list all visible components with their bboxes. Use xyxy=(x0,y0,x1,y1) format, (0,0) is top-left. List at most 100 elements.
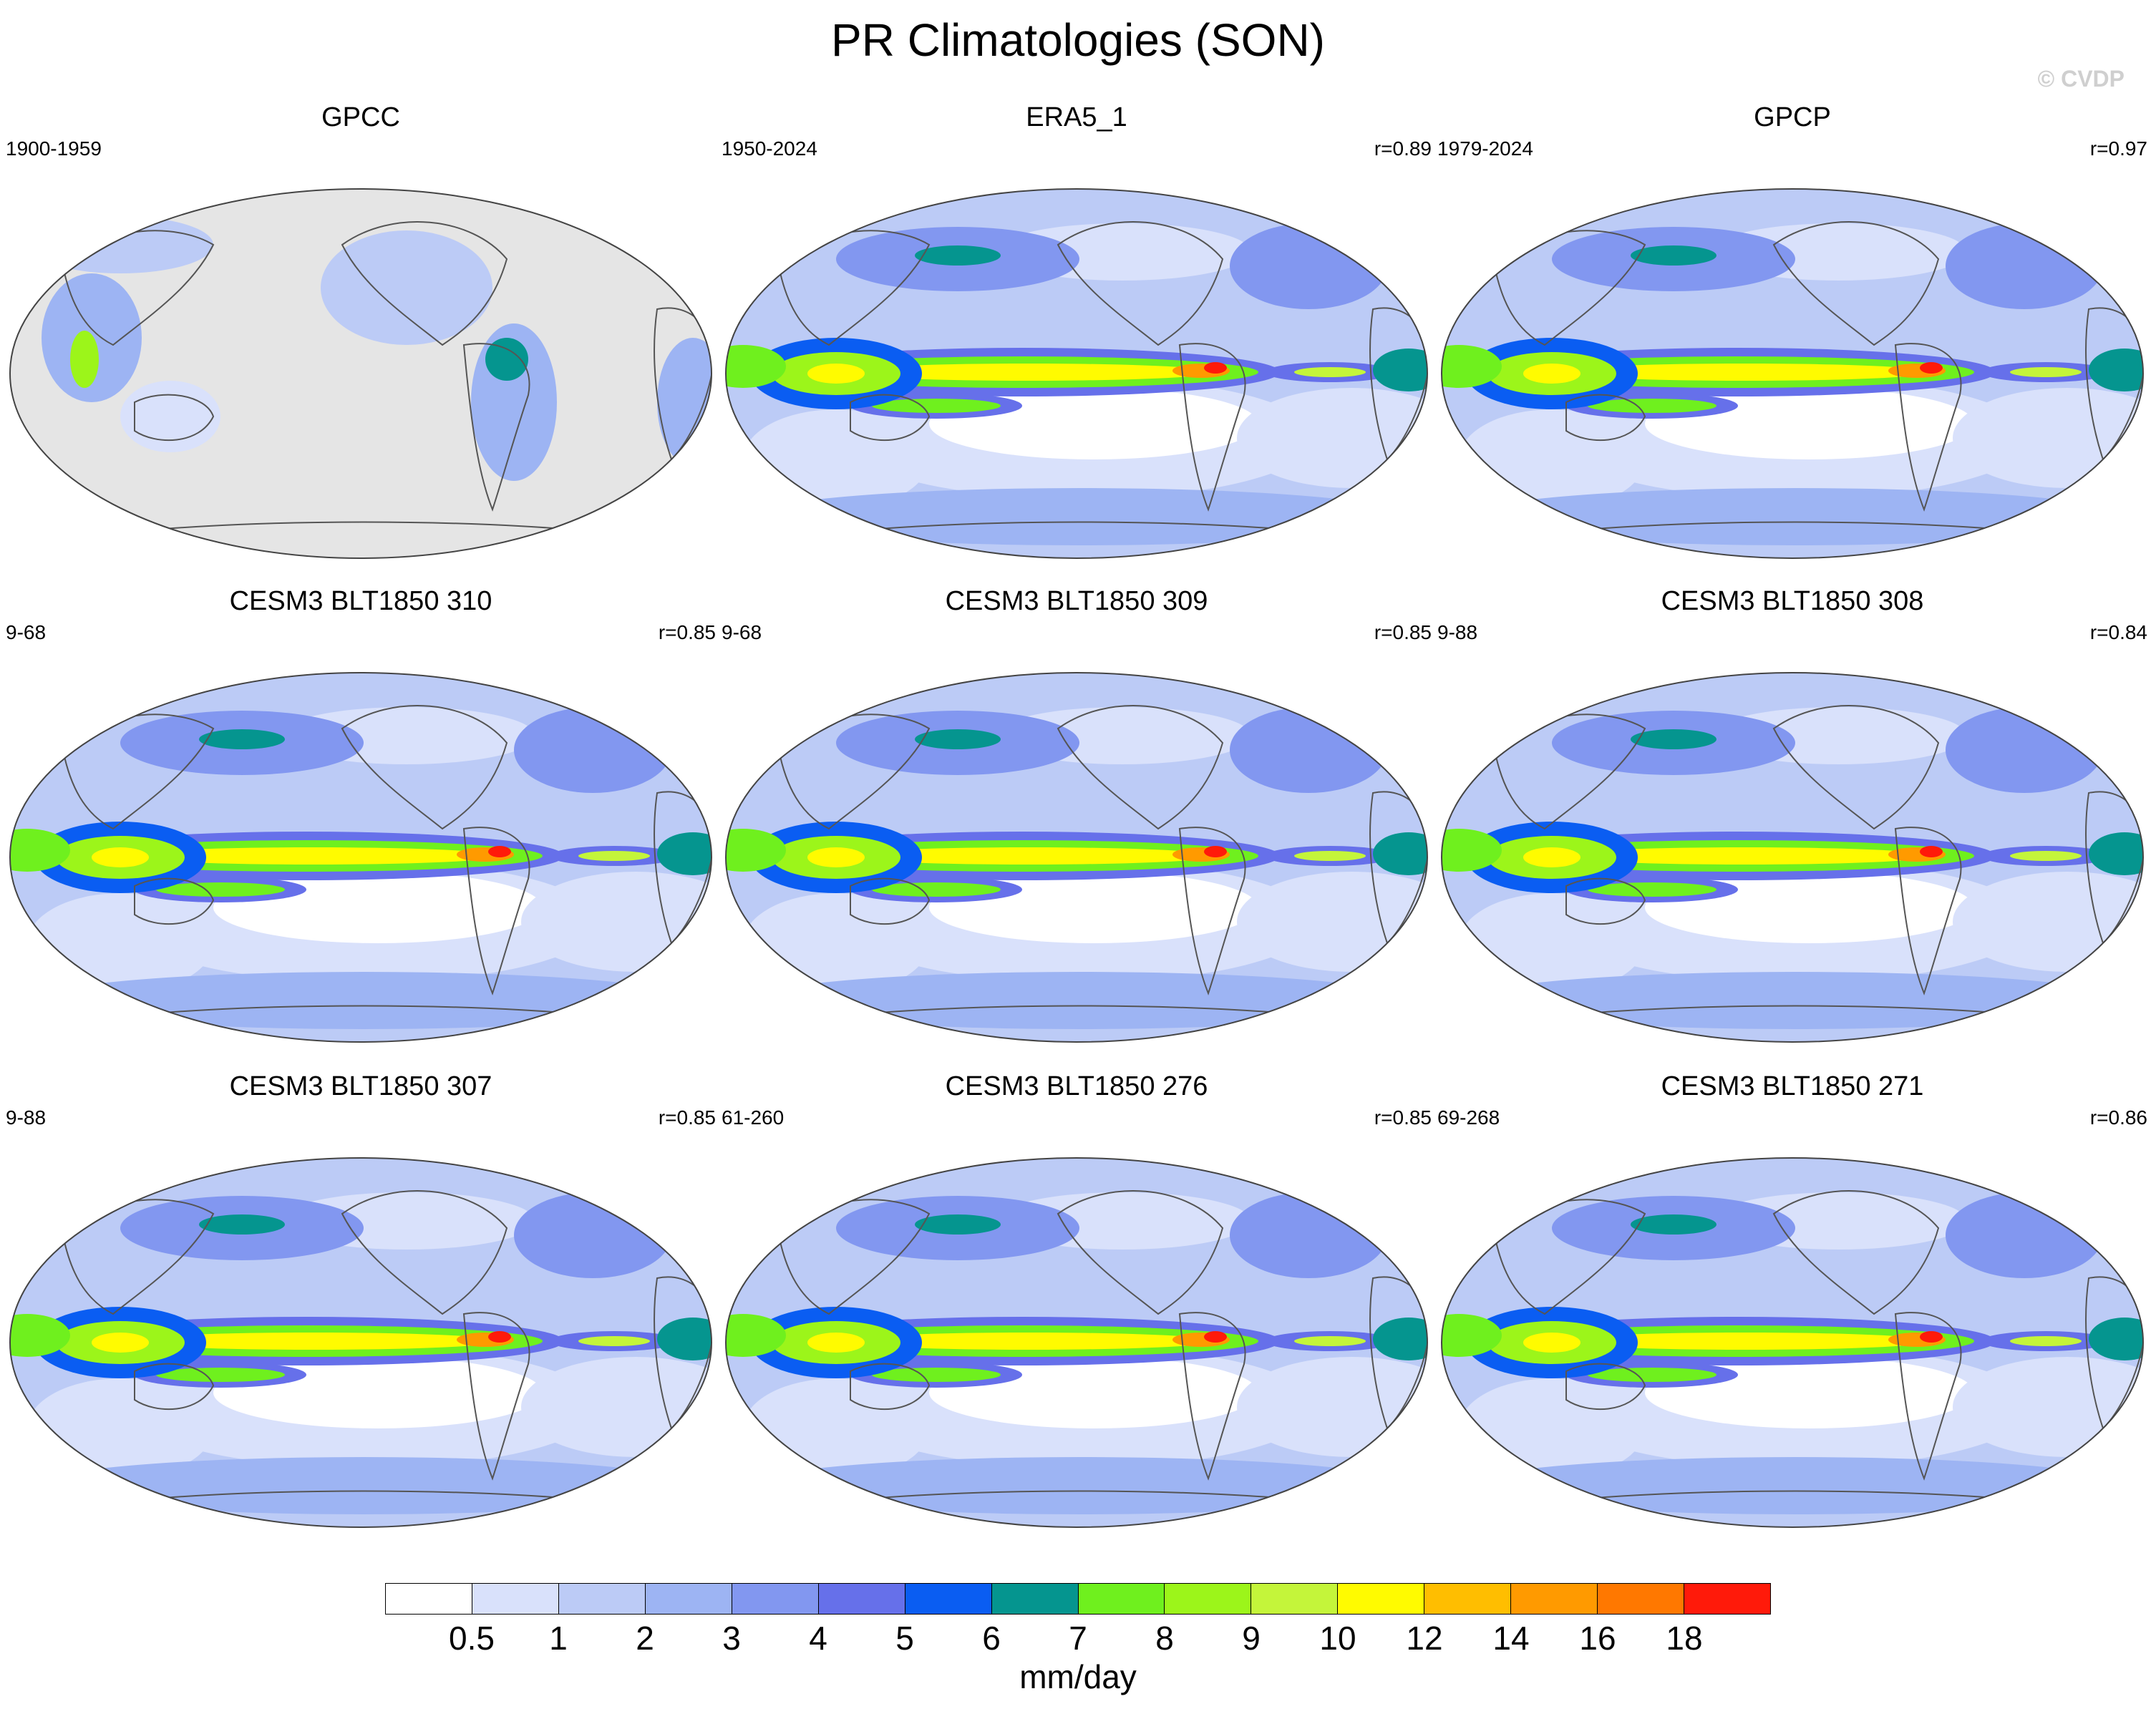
pattern-correlation: r=0.86 xyxy=(2089,1106,2147,1129)
panel-years: 1950-2024 xyxy=(722,137,817,160)
precip-region xyxy=(843,364,1215,381)
north-atlantic-storm-track xyxy=(514,1192,671,1278)
itcz-maximum xyxy=(1204,846,1227,857)
coastline xyxy=(1178,343,1246,512)
coastline xyxy=(341,221,508,346)
precip-map xyxy=(1441,672,2144,1043)
precip-map xyxy=(725,188,1428,559)
precip-region xyxy=(1588,399,1716,413)
map-border xyxy=(1441,188,2144,559)
precip-region xyxy=(70,331,99,388)
precip-region xyxy=(1588,882,1716,897)
north-atlantic-storm-track xyxy=(1946,223,2103,309)
north-atlantic-storm-track xyxy=(1230,1192,1387,1278)
southern-ocean-band xyxy=(750,1457,1409,1514)
precip-region xyxy=(156,1368,285,1382)
colorbar-tick-label: 14 xyxy=(1492,1620,1530,1657)
panel-title: CESM3 BLT1850 307 xyxy=(229,1071,492,1101)
coastline xyxy=(1565,877,1646,925)
precip-region xyxy=(915,245,1001,266)
precip-region xyxy=(1631,1214,1716,1235)
precip-region xyxy=(1442,345,1502,388)
precip-region xyxy=(10,1314,70,1357)
precip-region xyxy=(1442,1314,1502,1357)
pattern-correlation: r=0.85 xyxy=(1374,621,1432,643)
coastline xyxy=(1178,827,1246,995)
colorbar-swatch xyxy=(731,1584,818,1614)
colorbar-swatch xyxy=(471,1584,558,1614)
coastline xyxy=(462,1312,530,1481)
precip-region xyxy=(1294,367,1366,377)
precip-region xyxy=(807,364,865,384)
map-panel: GPCP 1979-2024 r=0.97 xyxy=(1437,102,2147,583)
colorbar-tick-label: 7 xyxy=(1069,1620,1087,1657)
precip-region xyxy=(807,847,865,867)
map-border xyxy=(9,672,712,1043)
precip-region xyxy=(199,729,285,749)
colorbar-swatch xyxy=(1684,1584,1770,1614)
colorbar-tick-label: 0.5 xyxy=(449,1620,495,1657)
coastline xyxy=(134,1363,215,1411)
precip-region xyxy=(1559,1333,1931,1350)
map-panel: CESM3 BLT1850 309 9-68 r=0.85 xyxy=(722,585,1432,1066)
colorbar-tick-label: 12 xyxy=(1406,1620,1443,1657)
colorbar-swatch xyxy=(1077,1584,1165,1614)
southern-ocean-band xyxy=(34,972,693,1029)
coastline xyxy=(134,877,215,925)
precip-region xyxy=(1294,851,1366,861)
southern-ocean-band xyxy=(1466,488,2125,545)
watermark: © CVDP xyxy=(2037,66,2125,92)
colorbar-tick-label: 4 xyxy=(809,1620,827,1657)
coastline xyxy=(341,1190,508,1315)
colorbar-units-label: mm/day xyxy=(1019,1658,1137,1695)
precip-map xyxy=(9,188,712,559)
precip-region xyxy=(726,1314,786,1357)
colorbar-tick-label: 8 xyxy=(1155,1620,1174,1657)
colorbar-tick-label: 3 xyxy=(722,1620,741,1657)
precip-region xyxy=(127,1333,500,1350)
precip-region xyxy=(915,1214,1001,1235)
precip-region xyxy=(1523,364,1580,384)
map-panel: CESM3 BLT1850 271 69-268 r=0.86 xyxy=(1437,1071,2147,1552)
precip-map xyxy=(725,672,1428,1043)
panel-title: ERA5_1 xyxy=(1026,102,1127,132)
colorbar-tick-label: 1 xyxy=(549,1620,568,1657)
precip-region xyxy=(872,882,1001,897)
precip-region xyxy=(843,1333,1215,1350)
colorbar-swatch xyxy=(1510,1584,1598,1614)
panel-years: 61-260 xyxy=(722,1106,785,1129)
coastline xyxy=(462,343,530,512)
precip-region xyxy=(1523,1333,1580,1353)
colorbar-tick-label: 2 xyxy=(636,1620,654,1657)
precip-region xyxy=(843,847,1215,865)
precip-region xyxy=(1559,364,1931,381)
precip-region xyxy=(2010,1336,2082,1346)
pattern-correlation: r=0.89 xyxy=(1374,137,1432,160)
map-panel: ERA5_1 1950-2024 r=0.89 xyxy=(722,102,1432,583)
southern-ocean-band xyxy=(1466,972,2125,1029)
itcz-maximum xyxy=(1920,1331,1943,1343)
colorbar-tick-label: 6 xyxy=(982,1620,1001,1657)
coastline xyxy=(1057,221,1224,346)
precip-region xyxy=(92,1333,149,1353)
panel-years: 9-88 xyxy=(1437,621,1478,643)
precip-region xyxy=(872,399,1001,413)
colorbar-tick-label: 9 xyxy=(1242,1620,1261,1657)
pattern-correlation: r=0.84 xyxy=(2089,621,2147,643)
southern-ocean-band xyxy=(750,488,1409,545)
precip-region xyxy=(1588,1368,1716,1382)
precip-region xyxy=(1631,729,1716,749)
colorbar-swatch xyxy=(817,1584,905,1614)
pattern-correlation: r=0.97 xyxy=(2089,137,2147,160)
precip-region xyxy=(726,829,786,872)
panel-years: 1979-2024 xyxy=(1437,137,1533,160)
pattern-correlation: r=0.85 xyxy=(1374,1106,1432,1129)
itcz-maximum xyxy=(1920,362,1943,374)
coastline xyxy=(850,1363,931,1411)
map-border xyxy=(1441,672,2144,1043)
itcz-maximum xyxy=(1204,362,1227,374)
colorbar-swatch xyxy=(644,1584,732,1614)
map-border xyxy=(9,188,712,559)
colorbar-tick-label: 10 xyxy=(1319,1620,1356,1657)
panel-title: GPCP xyxy=(1754,102,1831,132)
